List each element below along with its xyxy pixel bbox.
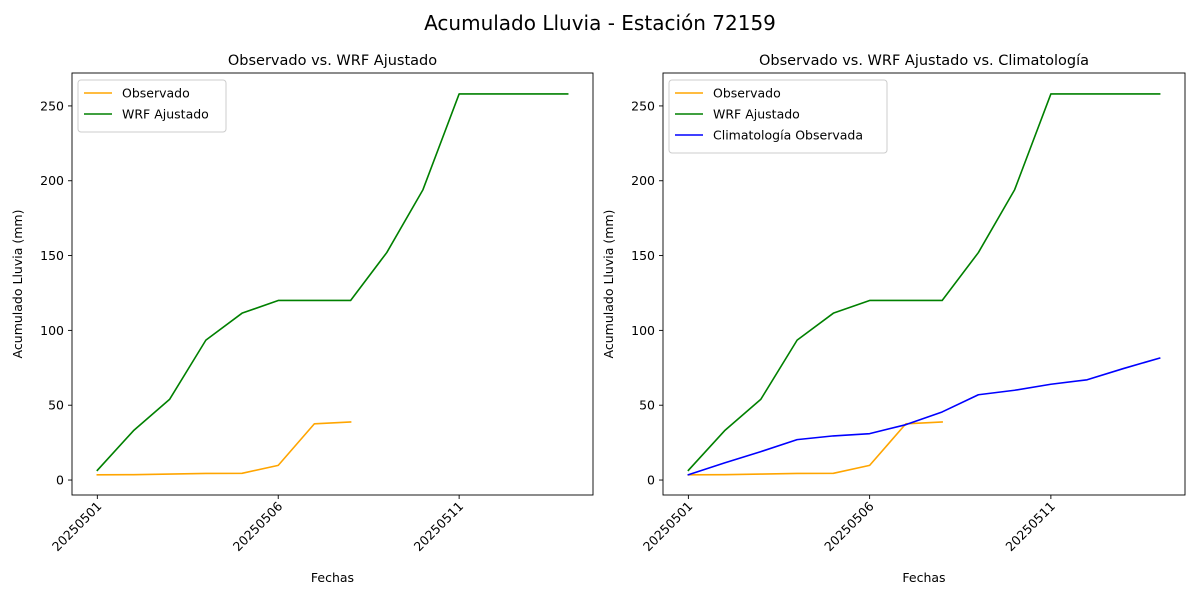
chart1-legend: Observado WRF Ajustado Climatología Observ… — [668, 79, 888, 154]
chart1-legend-label-2: Climatología Observada — [713, 128, 863, 143]
chart0-plot-frame — [71, 72, 594, 496]
chart1-y-tick-label-1: 50 — [639, 398, 655, 413]
chart1-series-line-2 — [687, 357, 1161, 476]
chart0-y-tick-label-4: 200 — [40, 173, 64, 188]
chart1-plot-frame — [662, 72, 1186, 496]
chart0-y-tick-label-3: 150 — [40, 248, 64, 263]
chart0-y-tick-label-0: 0 — [56, 473, 64, 488]
chart1-y-axis-label: Acumulado Lluvia (mm) — [601, 210, 616, 359]
chart0-y-tick-label-2: 100 — [40, 323, 64, 338]
chart0-y-axis-label: Acumulado Lluvia (mm) — [10, 210, 25, 359]
chart0-series-line-0 — [96, 421, 352, 476]
chart1-y-tick-label-0: 0 — [647, 473, 655, 488]
chart1-legend-label-1: WRF Ajustado — [713, 107, 800, 122]
figure-title: Acumulado Lluvia - Estación 72159 — [424, 11, 776, 35]
chart1-y-tick-label-2: 100 — [631, 323, 655, 338]
chart0-legend-label-1: WRF Ajustado — [122, 107, 209, 122]
chart0-y-tick-label-5: 250 — [40, 98, 64, 113]
chart0-legend: Observado WRF Ajustado — [77, 79, 227, 133]
chart1-x-axis-label: Fechas — [902, 570, 945, 585]
chart0-y-tick-label-1: 50 — [48, 398, 64, 413]
chart0-title: Observado vs. WRF Ajustado — [228, 53, 437, 69]
chart1-y-tick-label-3: 150 — [631, 248, 655, 263]
chart1-series-line-1 — [687, 93, 1161, 472]
chart0-series-line-1 — [96, 93, 569, 472]
chart1-legend-label-0: Observado — [713, 86, 781, 101]
chart1-y-tick-label-5: 250 — [631, 98, 655, 113]
chart1-legend-box — [668, 79, 888, 154]
chart0-legend-box — [77, 79, 227, 133]
chart0-legend-label-0: Observado — [122, 86, 190, 101]
chart1-title: Observado vs. WRF Ajustado vs. Climatolo… — [759, 53, 1089, 69]
chart1-y-tick-label-4: 200 — [631, 173, 655, 188]
chart0-x-axis-label: Fechas — [311, 570, 354, 585]
chart1-series-line-0 — [687, 421, 943, 476]
